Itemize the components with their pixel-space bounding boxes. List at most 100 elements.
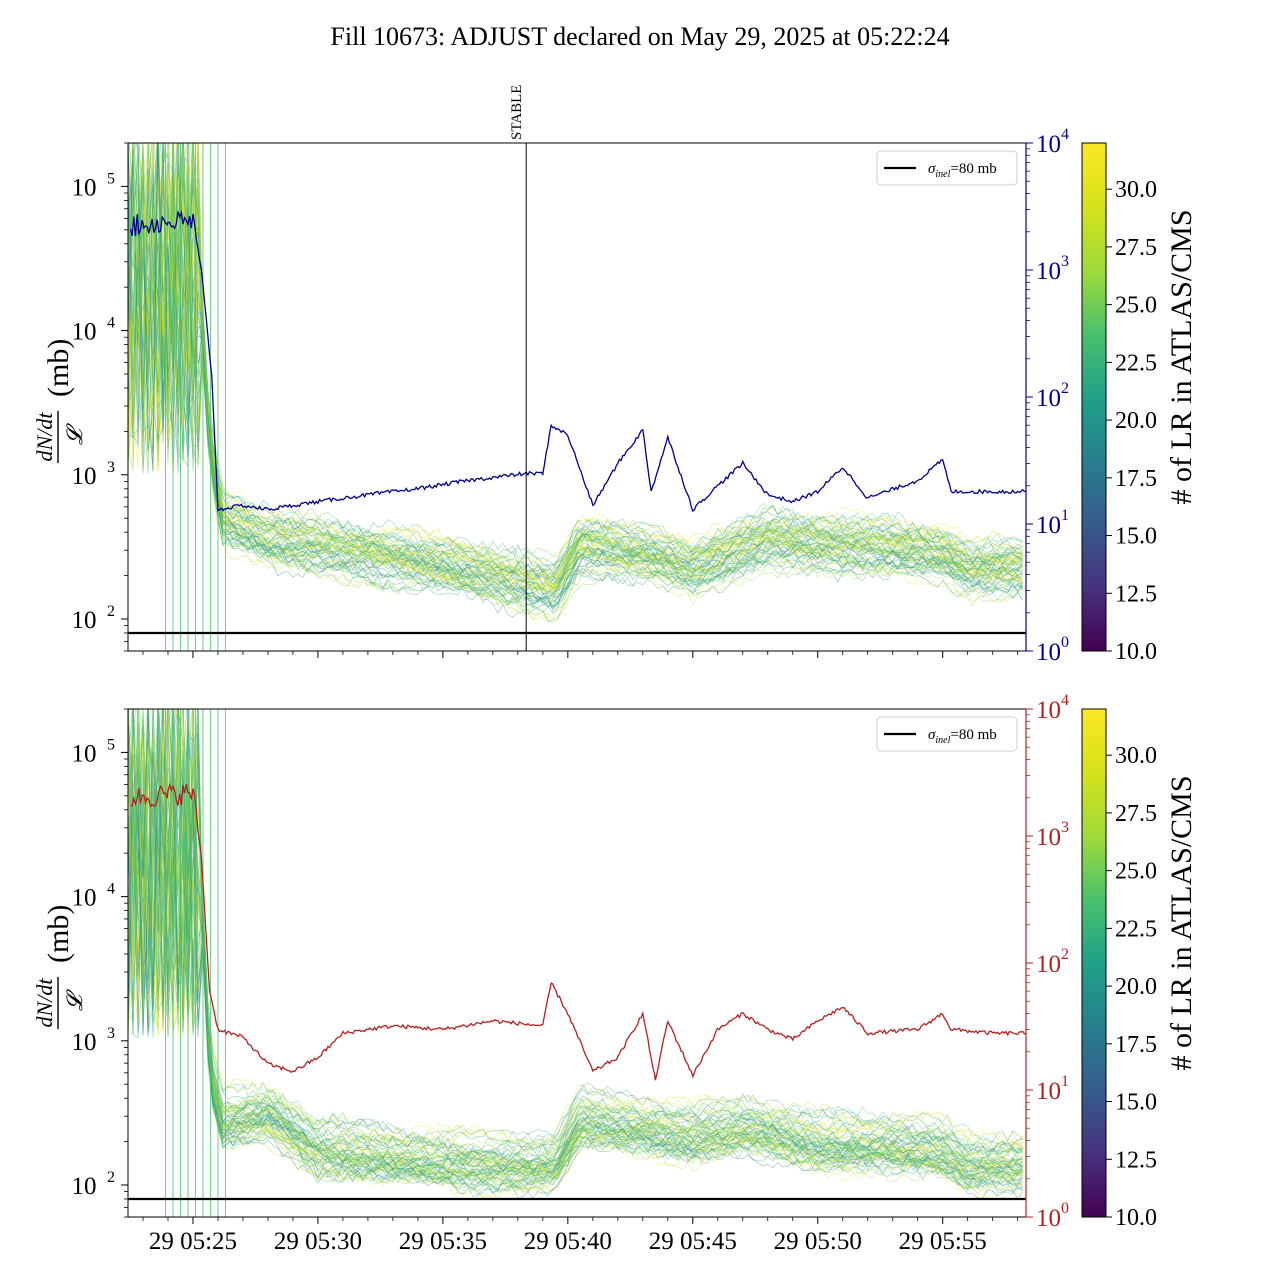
- rate-line: [128, 709, 1023, 1179]
- rate-line: [128, 143, 1023, 608]
- rate-line: [128, 709, 1024, 1189]
- y-label-numerator: dN/dt: [32, 412, 57, 462]
- legend: σinel=80 mb: [876, 150, 1018, 186]
- rate-line: [128, 160, 1023, 593]
- y-tick-label: 10: [72, 319, 97, 346]
- y2-tick-label: 10: [1036, 131, 1061, 158]
- rate-line: [128, 709, 1023, 1179]
- rate-line: [128, 143, 1023, 600]
- rate-line: [133, 143, 1023, 563]
- colorbar-tick-label: 15.0: [1115, 524, 1157, 550]
- rate-line: [128, 709, 1023, 1199]
- rate-line: [128, 172, 1023, 608]
- rate-line: [128, 143, 1023, 618]
- y-tick-exponent: 2: [107, 603, 115, 620]
- colorbar-label: # of LR in ATLAS/CMS: [1165, 775, 1198, 1070]
- rate-line: [128, 157, 1024, 591]
- rate-line: [128, 709, 1023, 1190]
- rate-line: [128, 749, 1023, 1153]
- x-tick-label: 29 05:45: [649, 1228, 737, 1255]
- rate-line: [128, 709, 1023, 1191]
- rate-line: [128, 741, 1023, 1192]
- y2-tick-exponent: 1: [1061, 1073, 1069, 1090]
- rate-line: [128, 152, 1023, 589]
- colorbar-tick-label: 27.5: [1115, 235, 1157, 261]
- y2-tick-exponent: 1: [1061, 507, 1069, 524]
- rate-line: [133, 143, 1023, 579]
- y-tick-label: 10: [72, 174, 97, 201]
- colorbar-gradient: [1081, 142, 1107, 652]
- x-tick-label: 29 05:55: [899, 1228, 987, 1255]
- rate-line: [128, 709, 1023, 1177]
- y2-tick-label: 10: [1036, 258, 1061, 285]
- colorbar-tick-label: 22.5: [1115, 350, 1157, 376]
- rate-line: [128, 719, 1023, 1157]
- y2-tick-label: 10: [1036, 639, 1061, 666]
- y-label-unit: (mb): [42, 905, 75, 963]
- rate-line: [128, 744, 1023, 1167]
- rate-line: [128, 709, 1023, 1176]
- y2-tick-label: 10: [1036, 824, 1061, 851]
- rate-line: [128, 177, 1024, 608]
- y-tick-exponent: 4: [107, 315, 115, 332]
- rate-line: [128, 148, 1023, 593]
- colorbar-tick-label: 22.5: [1115, 916, 1157, 942]
- colorbar-tick-label: 27.5: [1115, 801, 1157, 827]
- y-axis-label: dN/dt 𝓛 (mb): [32, 905, 87, 1029]
- rate-line: [128, 709, 1023, 1194]
- rate-line: [128, 143, 1023, 581]
- rate-line: [128, 709, 1023, 1168]
- colorbar-tick-label: 25.0: [1115, 859, 1157, 885]
- y-tick-label: 10: [72, 885, 97, 912]
- rate-line: [128, 143, 1024, 601]
- rate-line: [128, 709, 1023, 1194]
- stable-marker-label: STABLE: [509, 85, 525, 140]
- legend-box: [876, 150, 1018, 186]
- rate-line: [128, 155, 1023, 616]
- y-label-denominator: 𝓛: [62, 989, 87, 1011]
- y-tick-label: 10: [72, 1173, 97, 1200]
- rate-line: [128, 709, 1023, 1182]
- rate-line: [128, 143, 1024, 603]
- rate-line: [128, 709, 1023, 1178]
- rate-line: [128, 143, 1024, 606]
- colorbar-tick-label: 30.0: [1115, 177, 1157, 203]
- rate-line: [128, 143, 1023, 623]
- colorbar-tick-label: 17.5: [1115, 466, 1157, 492]
- rate-line: [128, 709, 1023, 1182]
- y-tick-label: 10: [72, 740, 97, 767]
- rate-line: [128, 709, 1023, 1162]
- legend: σinel=80 mb: [876, 716, 1018, 752]
- y2-tick-exponent: 0: [1061, 634, 1069, 651]
- colorbar: 10.0 12.5 15.0 17.5 20.0 22.5 25.0 27.5 30.0 # of…: [1081, 708, 1198, 1231]
- rate-line: [128, 143, 1023, 586]
- rate-line: [128, 143, 1023, 569]
- rate-line: [128, 143, 1023, 585]
- y2-tick-label: 10: [1036, 951, 1061, 978]
- rate-line: [128, 143, 1023, 592]
- rate-line: [128, 739, 1023, 1162]
- secondary-series-line: [129, 210, 1026, 513]
- rate-line: [128, 177, 1023, 576]
- rate-line: [128, 709, 1024, 1181]
- y-axis-label: dN/dt 𝓛 (mb): [32, 339, 87, 463]
- y-label-unit: (mb): [42, 339, 75, 397]
- rate-line: [128, 709, 1023, 1197]
- y-label-denominator: 𝓛: [62, 423, 87, 445]
- y-tick-exponent: 3: [107, 1025, 115, 1042]
- colorbar-tick-label: 10.0: [1115, 639, 1157, 665]
- colorbar-tick-label: 20.0: [1115, 408, 1157, 434]
- rate-line: [128, 781, 1023, 1170]
- rate-line: [128, 143, 1023, 577]
- rate-line: [128, 709, 1023, 1189]
- y-tick-exponent: 2: [107, 1169, 115, 1186]
- rate-line: [128, 160, 1023, 574]
- rate-line: [128, 146, 1023, 576]
- rate-line: [128, 143, 1023, 573]
- rate-line: [128, 709, 1024, 1161]
- colorbar-gradient: [1081, 708, 1107, 1218]
- rate-line: [128, 143, 1023, 591]
- rate-line: [128, 143, 1023, 584]
- rate-line: [128, 143, 1023, 594]
- x-tick-label: 29 05:30: [274, 1228, 362, 1255]
